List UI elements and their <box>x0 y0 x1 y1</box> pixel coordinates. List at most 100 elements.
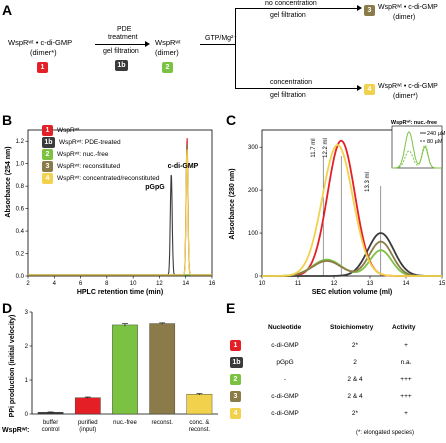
table-cell-st: 2 <box>353 359 357 366</box>
y-tick-label: 0.4 <box>16 229 25 235</box>
table-cell-nuc: c-di-GMP <box>271 393 299 400</box>
series-2-trace <box>262 249 442 277</box>
x-tick-label: 15 <box>439 281 446 287</box>
inset-title: WspRʷᵗ: nuc.-free <box>391 119 437 126</box>
species-2-label: WspRʷᵗ <box>155 38 181 47</box>
legend-badge: 2 <box>42 148 53 160</box>
legend-badge: 1 <box>42 124 53 136</box>
chart-c-ylabel: Absorbance (280 nm) <box>229 168 236 239</box>
y-tick-label: 100 <box>248 231 259 237</box>
chart-b-ylabel: Absorbance (254 nm) <box>5 146 12 217</box>
panel-e-table: Nucleotide Stoichiometry Activity 1 c-di-… <box>226 318 446 443</box>
bar-3 <box>149 323 176 415</box>
concentration-label: concentration <box>270 79 313 86</box>
inset-legend-240: 240 µM <box>427 131 446 137</box>
gel-filtration-3: gel filtration <box>270 92 306 99</box>
table-row-badge: 2 <box>230 374 241 385</box>
chart-b-xlabel: HPLC retention time (min) <box>77 289 163 296</box>
bar-4 <box>186 394 213 415</box>
series-3-trace <box>262 240 442 277</box>
y-tick-label: 200 <box>248 188 259 194</box>
table-cell-st: 2* <box>351 342 359 349</box>
series-4-trace <box>28 149 212 276</box>
table-cell-st: 2 & 4 <box>347 393 363 400</box>
y-tick-label: 1 <box>25 378 29 384</box>
pde-treatment-label: treatment <box>108 34 138 41</box>
x-category-label: conc. & <box>189 420 209 426</box>
arrow-1-head <box>145 41 150 47</box>
chart-b-legend: 1 WspRʷᵗ 1b WspRʷᵗ: PDE-treated 2 WspRʷᵗ: nuc… <box>42 124 159 184</box>
chart-b-frame <box>27 129 213 277</box>
x-category-label: reconst. <box>189 427 211 433</box>
y-tick-label: 0 <box>25 412 29 418</box>
bar-1 <box>74 397 101 415</box>
series-4-trace <box>262 144 442 277</box>
table-cell-nuc: c-di-GMP <box>271 410 299 417</box>
x-category-label: buffer <box>43 420 58 426</box>
legend-label: WspRʷᵗ: nuc.-free <box>57 150 109 158</box>
inset-curve-240 <box>392 131 442 169</box>
arrow-top-head <box>357 5 362 11</box>
bar-2 <box>112 324 138 415</box>
badge-1: 1 <box>37 62 48 73</box>
inset-curve-80 <box>392 144 442 169</box>
table-cell-st: 2 & 4 <box>347 376 363 383</box>
species-4-label: WspRʷᵗ • c-di-GMP <box>378 83 438 90</box>
badge-2: 2 <box>162 62 173 73</box>
badge-4: 4 <box>364 84 375 95</box>
legend-item: 1b WspRʷᵗ: PDE-treated <box>42 136 159 148</box>
x-tick-label: 8 <box>105 281 109 287</box>
table-row-badge: 1b <box>230 357 243 368</box>
no-concentration-label: no concentration <box>265 0 317 7</box>
peak-label-13-3: 13.3 ml <box>365 172 371 192</box>
series-1b-trace <box>28 174 212 276</box>
x-tick-label: 12 <box>156 281 163 287</box>
x-category-label: control <box>42 427 60 433</box>
col-header-nucleotide: Nucleotide <box>268 324 302 331</box>
legend-item: 4 WspRʷᵗ: concentrated/reconstituted <box>42 172 159 184</box>
y-tick-label: 300 <box>248 145 259 151</box>
x-category-label: (input) <box>79 427 96 433</box>
table-cell-act: + <box>404 342 408 349</box>
y-tick-label: 2 <box>25 344 29 350</box>
y-tick-label: 0.0 <box>16 274 25 280</box>
peak-label-pgpg: pGpG <box>145 184 165 191</box>
legend-badge: 1b <box>42 136 55 148</box>
gel-filtration-1: gel filtration <box>103 48 139 55</box>
table-row-badge: 4 <box>230 408 241 419</box>
x-tick-label: 2 <box>26 281 30 287</box>
legend-item: 3 WspRʷᵗ: reconstituted <box>42 160 159 172</box>
arrow-1-line <box>95 44 147 45</box>
panel-c-letter: C <box>226 112 237 128</box>
x-tick-label: 13 <box>367 281 374 287</box>
species-1-label: WspRʷᵗ • c-di-GMP <box>8 38 73 47</box>
pde-label: PDE <box>117 26 132 33</box>
x-tick-label: 11 <box>295 281 302 287</box>
gtp-label: GTP/Mg²⁺ <box>205 35 238 42</box>
panel-a-letter: A <box>2 2 13 18</box>
peak-label-12-2: 12.2 ml <box>323 138 329 158</box>
y-tick-label: 1.0 <box>16 162 25 168</box>
table-cell-st: 2* <box>351 410 359 417</box>
legend-item: 2 WspRʷᵗ: nuc.-free <box>42 148 159 160</box>
species-2-state: (dimer) <box>155 48 179 57</box>
table-cell-nuc: c-di-GMP <box>271 342 299 349</box>
legend-label: WspRʷᵗ: concentrated/reconstituted <box>57 174 160 182</box>
table-cell-act: +++ <box>400 393 412 400</box>
x-category-label: nuc.-free <box>113 420 137 426</box>
table-row-badge: 1 <box>230 340 241 351</box>
col-header-activity: Activity <box>392 324 416 331</box>
x-tick-label: 14 <box>182 281 189 287</box>
legend-badge: 3 <box>42 160 53 172</box>
table-cell-nuc: - <box>283 376 287 383</box>
legend-label: WspRʷᵗ: reconstituted <box>57 162 121 170</box>
chart-c-frame <box>261 129 443 277</box>
species-3-label: WspRʷᵗ • c-di-GMP <box>378 4 438 11</box>
branch-top-line <box>235 8 359 9</box>
branch-line <box>235 8 236 88</box>
inset-legend-80: 80 µM <box>427 139 443 145</box>
x-tick-label: 4 <box>53 281 57 287</box>
x-tick-label: 12 <box>331 281 338 287</box>
table-cell-act: + <box>404 410 408 417</box>
